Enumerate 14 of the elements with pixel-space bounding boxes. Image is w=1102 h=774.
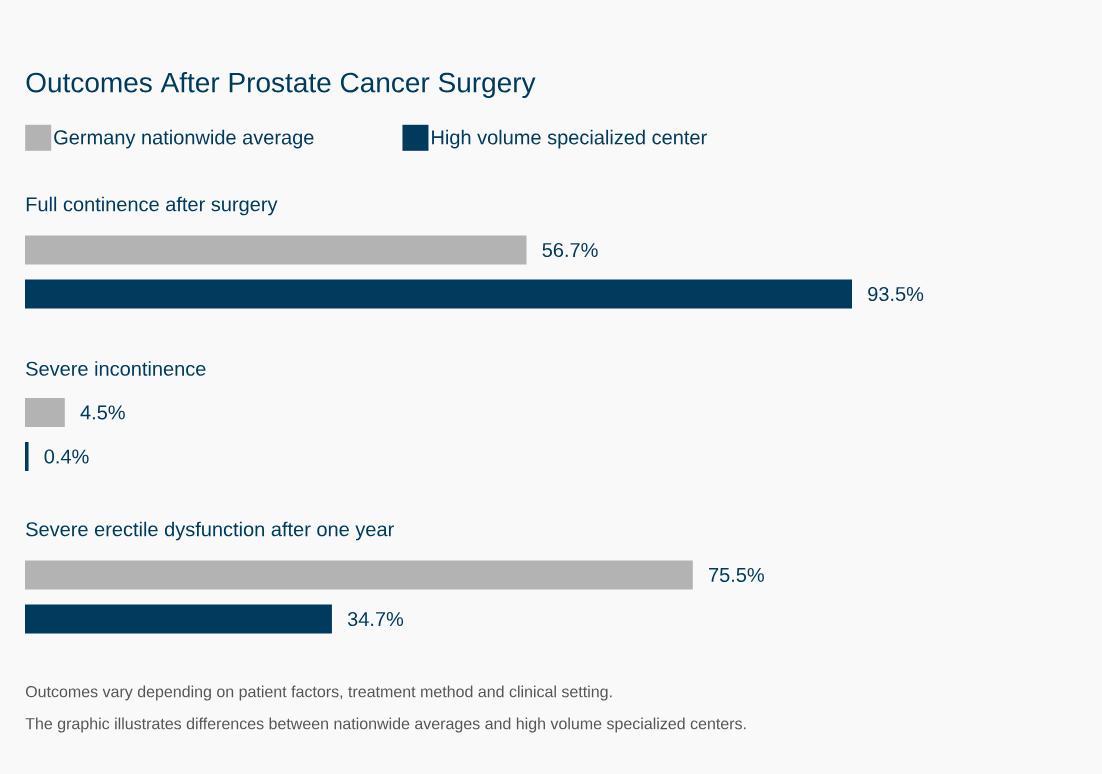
data-label: 75.5% [709,567,764,583]
text: The graphic illustrates differences between nationwide averages and high volume specialized centers. [25,717,746,733]
legend-label: High volume specialized center [432,129,707,149]
data-label: 4.5% [80,405,125,420]
y-tick-label: Severe erectile dysfunction after one year [26,521,394,541]
data-label: 93.5% [868,286,924,302]
legend-label: Germany nationwide average [54,129,314,149]
text: Outcomes vary depending on patient factors, treatment method and clinical setting. [25,685,612,701]
data-label: 34.7% [347,611,404,627]
data-label: 56.7% [542,242,598,258]
y-tick-label: Full continence after surgery [26,196,278,216]
data-label: 0.4% [44,449,89,464]
chart-title: Outcomes After Prostate Cancer Surgery [26,71,536,99]
y-tick-label: Severe incontinence [26,361,206,376]
